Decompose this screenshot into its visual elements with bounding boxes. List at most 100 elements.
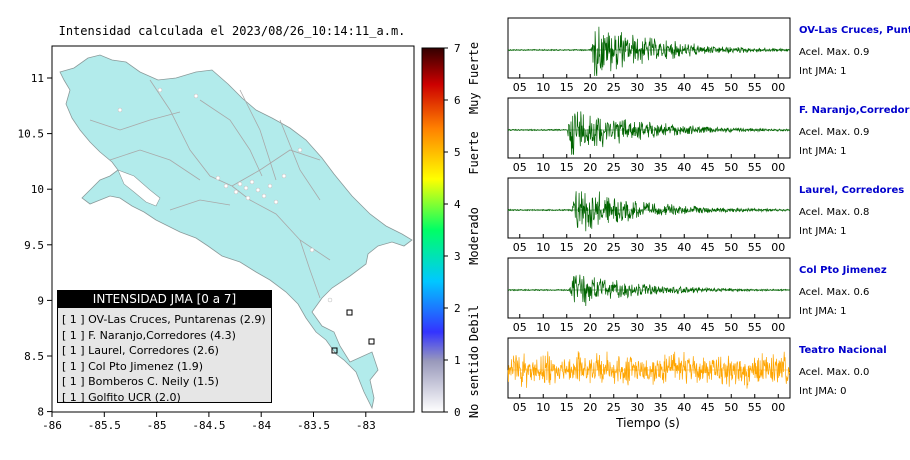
seismogram-x-tick-label: 55 xyxy=(748,401,762,414)
colorbar-tick-label: 2 xyxy=(454,302,461,315)
seismogram-x-tick-label: 10 xyxy=(536,241,550,254)
seismogram-station-name: Laurel, Corredores xyxy=(799,185,904,196)
seismogram-x-tick-label: 05 xyxy=(513,401,527,414)
seismogram-x-tick-label: 25 xyxy=(607,401,621,414)
map-y-tick-label: 9.5 xyxy=(24,239,44,252)
legend-row: [ 1 ] F. Naranjo,Corredores (4.3) xyxy=(62,328,236,342)
seismogram-trace xyxy=(507,191,791,232)
seismogram-x-tick-label: 15 xyxy=(560,321,574,334)
map-x-tick-label: -86 xyxy=(42,419,62,432)
intensity-colorbar: 0 1 2 3 4 5 6 7 Debil No sentido Moderado Fuert… xyxy=(421,42,481,419)
seismogram-acel-max: Acel. Max. 0.8 xyxy=(799,207,869,218)
seismogram-x-tick-label: 30 xyxy=(630,241,644,254)
seismogram-x-tick-label: 05 xyxy=(513,241,527,254)
level-debil: Debil xyxy=(467,305,481,341)
seismogram-x-tick-label: 20 xyxy=(583,401,597,414)
seismogram-x-tick-label: 40 xyxy=(677,161,691,174)
station-marker xyxy=(346,309,353,316)
legend-row: [ 1 ] Laurel, Corredores (2.6) xyxy=(62,344,219,358)
legend-row: [ 1 ] Golfito UCR (2.0) xyxy=(62,390,181,404)
seismogram-acel-max: Acel. Max. 0.9 xyxy=(799,47,869,58)
map-x-tick-label: -84.5 xyxy=(192,419,225,432)
intensity-legend: INTENSIDAD JMA [0 a 7] [ 1 ] OV-Las Cruc… xyxy=(57,290,272,404)
seismogram-x-tick-label: 10 xyxy=(536,321,550,334)
time-axis-label: Tiempo (s) xyxy=(615,416,680,430)
seismogram-station-name: OV-Las Cruces, Puntar xyxy=(799,25,910,36)
seismogram-int-jma: Int JMA: 1 xyxy=(799,226,847,237)
seismogram-x-tick-label: 15 xyxy=(560,241,574,254)
colorbar-tick-label: 4 xyxy=(454,198,461,211)
seismogram-x-tick-label: 05 xyxy=(513,161,527,174)
province-borders xyxy=(89,79,331,299)
seismogram-trace xyxy=(507,111,790,156)
seismogram-trace xyxy=(507,26,790,77)
seismogram-x-tick-label: 00 xyxy=(771,321,785,334)
seismogram-frame xyxy=(507,97,791,159)
seismogram-x-tick-label: 20 xyxy=(583,321,597,334)
seismogram-x-tick-label: 55 xyxy=(748,241,762,254)
seismogram-x-tick-label: 10 xyxy=(536,81,550,94)
seismogram-x-tick-label: 45 xyxy=(701,241,715,254)
colorbar-tick-label: 7 xyxy=(454,42,461,55)
seismogram-panel: 05 10 15 20 25 30 35 40 45 50 55 00 xyxy=(507,177,791,254)
seismogram-x-tick-label: 50 xyxy=(724,241,738,254)
seismogram-x-tick-label: 30 xyxy=(630,161,644,174)
map-y-tick-label: 8.5 xyxy=(24,350,44,363)
map-x-axis: -86 -85.5 -85 -84.5 -84 -83.5 -83 xyxy=(42,412,376,432)
seismogram-x-tick-label: 40 xyxy=(677,241,691,254)
seismogram-x-tick-label: 45 xyxy=(701,401,715,414)
map-y-axis: 11 10.5 10 9.5 9 8.5 8 xyxy=(18,72,52,419)
map-y-tick-label: 9 xyxy=(37,294,44,307)
seismogram-frame xyxy=(507,337,791,399)
seismogram-x-tick-label: 35 xyxy=(654,401,668,414)
seismogram-x-tick-label: 45 xyxy=(701,81,715,94)
station-markers xyxy=(331,309,375,354)
seismogram-int-jma: Int JMA: 1 xyxy=(799,306,847,317)
seismogram-x-tick-label: 40 xyxy=(677,81,691,94)
level-moderado: Moderado xyxy=(467,207,481,265)
seismogram-acel-max: Acel. Max. 0.0 xyxy=(799,367,869,378)
colorbar-tick-label: 6 xyxy=(454,94,461,107)
seismogram-station-name: Col Pto Jimenez xyxy=(799,265,887,276)
level-fuerte: Fuerte xyxy=(467,131,481,174)
seismogram-x-tick-label: 15 xyxy=(560,401,574,414)
colorbar-tick-label: 3 xyxy=(454,250,461,263)
seismogram-x-tick-label: 35 xyxy=(654,161,668,174)
seismogram-station-name: Teatro Nacional xyxy=(799,345,887,356)
seismogram-panel: 05 10 15 20 25 30 35 40 45 50 55 00 xyxy=(507,97,791,174)
colorbar-gradient xyxy=(421,47,445,413)
seismogram-x-tick-label: 35 xyxy=(654,241,668,254)
map-x-tick-label: -84 xyxy=(251,419,271,432)
seismogram-x-tick-label: 05 xyxy=(513,321,527,334)
seismogram-x-tick-label: 10 xyxy=(536,401,550,414)
seismogram-x-tick-label: 45 xyxy=(701,161,715,174)
map-x-tick-label: -85 xyxy=(147,419,167,432)
seismogram-x-tick-label: 50 xyxy=(724,401,738,414)
legend-row: [ 1 ] OV-Las Cruces, Puntarenas (2.9) xyxy=(62,313,266,326)
map-x-tick-label: -83 xyxy=(356,419,376,432)
seismogram-panel: 05 10 15 20 25 30 35 40 45 50 55 00 xyxy=(507,257,791,334)
seismogram-x-tick-label: 00 xyxy=(771,161,785,174)
seismogram-acel-max: Acel. Max. 0.6 xyxy=(799,287,869,298)
seismogram-x-tick-label: 10 xyxy=(536,161,550,174)
seismogram-int-jma: Int JMA: 1 xyxy=(799,66,847,77)
seismogram-x-tick-label: 20 xyxy=(583,161,597,174)
seismogram-panel: 05 10 15 20 25 30 35 40 45 50 55 00 xyxy=(507,17,791,94)
seismogram-x-tick-label: 15 xyxy=(560,161,574,174)
seismogram-int-jma: Int JMA: 0 xyxy=(799,386,847,397)
legend-row: [ 1 ] Col Pto Jimenez (1.9) xyxy=(62,359,204,373)
seismogram-x-tick-label: 05 xyxy=(513,81,527,94)
costa-rica-landmass xyxy=(59,54,413,410)
seismogram-station-name: F. Naranjo,Corredores xyxy=(799,105,910,116)
seismogram-x-tick-label: 00 xyxy=(771,81,785,94)
seismogram-x-tick-label: 50 xyxy=(724,161,738,174)
urban-cluster xyxy=(117,87,333,303)
seismogram-x-tick-label: 00 xyxy=(771,401,785,414)
gulf-of-nicoya xyxy=(117,169,161,207)
seismogram-x-tick-label: 30 xyxy=(630,401,644,414)
colorbar-tick-label: 0 xyxy=(454,406,461,419)
seismogram-x-tick-label: 15 xyxy=(560,81,574,94)
seismogram-panel: 05 10 15 20 25 30 35 40 45 50 55 00 xyxy=(507,337,791,414)
seismogram-x-tick-label: 30 xyxy=(630,321,644,334)
